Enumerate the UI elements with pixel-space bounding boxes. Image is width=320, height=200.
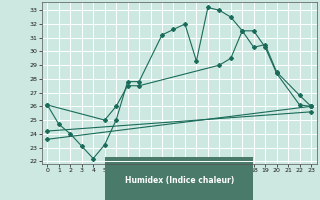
X-axis label: Humidex (Indice chaleur): Humidex (Indice chaleur) <box>124 176 234 185</box>
